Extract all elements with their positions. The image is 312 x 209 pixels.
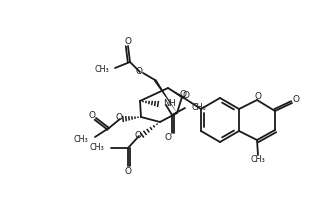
Text: CH₃: CH₃	[89, 144, 104, 153]
Polygon shape	[168, 88, 185, 99]
Text: CH₃: CH₃	[73, 135, 88, 144]
Text: O: O	[115, 113, 123, 122]
Polygon shape	[154, 79, 177, 113]
Text: CH₃: CH₃	[192, 103, 207, 112]
Text: O: O	[179, 90, 187, 99]
Text: O: O	[183, 92, 189, 101]
Text: O: O	[164, 134, 172, 143]
Text: O: O	[124, 167, 131, 176]
Text: O: O	[89, 111, 95, 120]
Text: O: O	[124, 37, 131, 46]
Text: O: O	[134, 131, 142, 140]
Text: CH₃: CH₃	[94, 65, 109, 74]
Text: CH₃: CH₃	[251, 154, 266, 163]
Text: O: O	[255, 92, 261, 101]
Text: O: O	[135, 66, 143, 75]
Text: NH: NH	[163, 99, 176, 108]
Text: O: O	[293, 96, 300, 104]
